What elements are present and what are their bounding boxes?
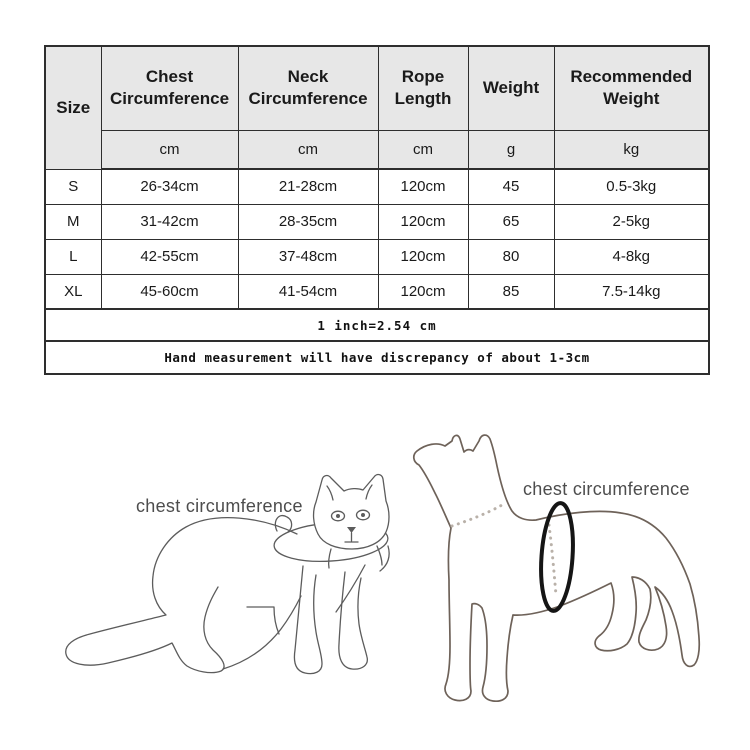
cat-chest-side <box>379 545 390 572</box>
chest-cell: 26-34cm <box>100 168 239 205</box>
note-row-measurement: Hand measurement will have discrepancy o… <box>44 340 710 375</box>
cat-front-leg-left <box>293 565 323 675</box>
rope-cell: 120cm <box>377 273 469 310</box>
size-chart-table: Size Chest Circumference Neck Circumfere… <box>44 45 710 375</box>
chest-ring <box>539 501 575 613</box>
cat-illustration <box>65 473 390 675</box>
unit-recommended: kg <box>553 129 710 170</box>
chest-cell: 45-60cm <box>100 273 239 310</box>
dog-chest-label: chest circumference <box>523 479 690 499</box>
dog-illustration <box>413 434 701 703</box>
cat-eye-right <box>355 509 371 521</box>
chest-cell: 42-55cm <box>100 238 239 275</box>
table-row-m: M 31-42cm 28-35cm 120cm 65 2-5kg <box>44 203 710 240</box>
unit-weight: g <box>467 129 555 170</box>
dog-body-outline <box>413 434 701 703</box>
cat-neck-line-left <box>327 548 332 569</box>
unit-chest: cm <box>100 129 239 170</box>
recommended-cell: 7.5-14kg <box>553 273 710 310</box>
cat-belly-line <box>222 595 302 670</box>
cat-harness-knob <box>274 515 293 533</box>
size-chart: Size Chest Circumference Neck Circumfere… <box>44 45 710 375</box>
recommended-cell: 0.5-3kg <box>553 168 710 205</box>
cat-front-leg-right <box>338 571 368 670</box>
cat-neck-line-right <box>376 545 383 566</box>
col-header-neck: Neck Circumference <box>237 45 379 131</box>
weight-cell: 85 <box>467 273 555 310</box>
cat-far-leg <box>246 606 280 635</box>
dog-neck-dotted-line <box>450 503 504 528</box>
table-row-xl: XL 45-60cm 41-54cm 120cm 85 7.5-14kg <box>44 273 710 310</box>
col-header-recommended: Recommended Weight <box>553 45 710 131</box>
cat-pupil-left <box>336 514 340 518</box>
recommended-cell: 4-8kg <box>553 238 710 275</box>
cat-ear-inner-right <box>365 484 373 500</box>
neck-cell: 41-54cm <box>237 273 379 310</box>
size-cell: L <box>44 238 102 275</box>
note-measurement-discrepancy: Hand measurement will have discrepancy o… <box>44 340 710 375</box>
rope-cell: 120cm <box>377 238 469 275</box>
col-header-weight: Weight <box>467 45 555 131</box>
size-cell: XL <box>44 273 102 310</box>
cat-nose <box>347 527 356 533</box>
table-row-l: L 42-55cm 37-48cm 120cm 80 4-8kg <box>44 238 710 275</box>
table-units-row: cm cm cm g kg <box>45 129 710 170</box>
recommended-cell: 2-5kg <box>553 203 710 240</box>
table-header-row: Size Chest Circumference Neck Circumfere… <box>44 45 710 170</box>
rope-cell: 120cm <box>377 203 469 240</box>
cat-ear-inner-left <box>326 485 334 501</box>
cat-pupil-right <box>361 513 365 517</box>
cat-head <box>312 473 390 550</box>
cat-chest-label: chest circumference <box>136 496 303 516</box>
dog-girth-dotted-line <box>547 523 558 597</box>
cat-eye-left <box>330 510 346 522</box>
cat-body-outline <box>65 517 298 674</box>
cat-shoulder-line <box>335 564 366 613</box>
col-header-rope: Rope Length <box>377 45 469 131</box>
cat-mouth <box>344 532 359 543</box>
